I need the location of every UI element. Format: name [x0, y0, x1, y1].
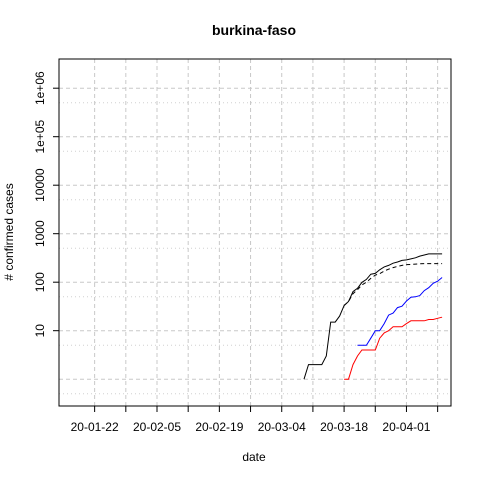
x-tick-label: 20-01-22: [71, 420, 119, 434]
x-axis-label: date: [242, 450, 266, 464]
chart-title: burkina-faso: [212, 22, 296, 38]
x-axis: 20-01-22 20-02-05 20-02-19 20-03-04 20-03-18…: [71, 406, 439, 434]
y-axis: 10 100 1000 10000 1e+05 1e+06: [33, 71, 59, 337]
y-tick-label: 1e+05: [33, 120, 47, 154]
series-line-0: [303, 253, 443, 380]
x-tick-label: 20-02-19: [195, 420, 243, 434]
plot-frame: [58, 58, 452, 407]
y-tick-label: 10000: [33, 168, 47, 202]
series-line-3: [344, 316, 443, 380]
x-tick-label: 20-02-05: [133, 420, 181, 434]
y-tick-label: 100: [33, 272, 47, 292]
y-tick-label: 1000: [33, 220, 47, 247]
series-line-1: [343, 263, 443, 306]
x-tick-label: 20-04-01: [382, 420, 430, 434]
grid: [59, 59, 451, 406]
series-group: [303, 253, 443, 380]
y-axis-label: # confirmed cases: [2, 183, 16, 280]
x-tick-label: 20-03-04: [258, 420, 306, 434]
y-tick-label: 10: [33, 324, 47, 338]
series-line-2: [357, 277, 443, 346]
y-tick-label: 1e+06: [33, 71, 47, 105]
x-tick-label: 20-03-18: [320, 420, 368, 434]
